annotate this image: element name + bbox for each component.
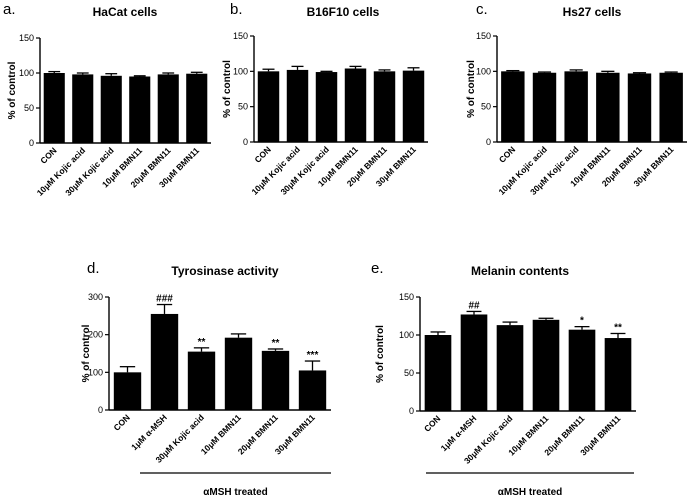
chart-title: HaCat cells <box>93 5 158 19</box>
x-tick-label: CON <box>252 144 272 164</box>
y-tick-label: 50 <box>481 102 491 112</box>
y-tick-label: 0 <box>98 405 103 415</box>
y-tick-label: 0 <box>409 406 414 416</box>
chart-panel-d: d. Tyrosinase activity 0 100 200 300 % of cont… <box>81 260 331 498</box>
bar <box>424 335 452 411</box>
bar <box>564 71 588 142</box>
panel-label: b. <box>230 1 243 18</box>
bar <box>496 325 524 411</box>
bar <box>224 337 253 410</box>
chart-title: Tyrosinase activity <box>171 264 278 278</box>
significance-label: ** <box>198 337 206 348</box>
bar <box>532 319 560 411</box>
significance-label: *** <box>307 350 319 361</box>
chart-title: B16F10 cells <box>307 5 380 19</box>
bar <box>129 76 151 143</box>
bar <box>460 314 488 411</box>
bar <box>43 73 65 143</box>
significance-label: ## <box>468 300 480 311</box>
treatment-label: αMSH treated <box>203 487 268 498</box>
y-tick-label: 100 <box>233 66 248 76</box>
y-tick-label: 150 <box>233 31 248 41</box>
bar <box>402 70 425 142</box>
bar <box>150 313 179 410</box>
panel-label: c. <box>476 1 488 18</box>
bar <box>604 338 632 411</box>
y-axis-label: % of control <box>7 61 18 119</box>
panel-label: d. <box>87 260 100 277</box>
y-tick-label: 200 <box>88 330 103 340</box>
significance-label: ### <box>156 294 173 305</box>
chart-title: Melanin contents <box>471 264 569 278</box>
significance-label: * <box>580 316 584 327</box>
y-axis-label: % of control <box>81 324 92 382</box>
y-tick-label: 150 <box>399 292 414 302</box>
bar <box>286 69 309 142</box>
y-tick-label: 300 <box>88 292 103 302</box>
panel-label: a. <box>3 1 16 18</box>
x-tick-label: CON <box>422 413 442 433</box>
treatment-label: αMSH treated <box>498 487 563 498</box>
y-tick-label: 50 <box>24 103 34 113</box>
bar <box>501 71 525 142</box>
bar <box>627 73 652 142</box>
chart-panel-e: e. Melanin contents 0 50 100 150 % of control C… <box>371 260 636 498</box>
bar <box>568 329 596 411</box>
y-axis-label: % of control <box>466 60 477 118</box>
y-tick-label: 100 <box>399 330 414 340</box>
bar <box>257 71 280 142</box>
bar <box>532 72 557 142</box>
y-tick-label: 100 <box>88 367 103 377</box>
bar <box>187 351 216 410</box>
y-tick-label: 0 <box>243 137 248 147</box>
y-tick-label: 50 <box>238 102 248 112</box>
bar <box>659 72 683 142</box>
panel-label: e. <box>371 260 384 277</box>
chart-title: Hs27 cells <box>563 5 622 19</box>
y-tick-label: 150 <box>476 31 491 41</box>
y-tick-label: 50 <box>404 368 414 378</box>
bar <box>261 350 290 410</box>
bar <box>344 68 367 142</box>
bar <box>113 372 142 410</box>
x-tick-label: CON <box>497 144 517 164</box>
significance-label: ** <box>272 338 280 349</box>
y-axis-label: % of control <box>375 325 386 383</box>
y-tick-label: 150 <box>19 33 34 43</box>
y-axis-label: % of control <box>222 60 233 118</box>
bar <box>596 72 620 142</box>
bar <box>72 74 94 143</box>
bar <box>157 74 179 143</box>
y-tick-label: 100 <box>476 66 491 76</box>
x-tick-label: 30μM BMN11 <box>273 412 317 456</box>
significance-label: ** <box>614 322 622 333</box>
bar <box>100 75 122 143</box>
bar <box>373 71 396 142</box>
bar <box>298 370 327 410</box>
bar <box>186 73 208 143</box>
x-tick-label: CON <box>38 145 58 165</box>
x-tick-label: CON <box>111 412 131 432</box>
y-tick-label: 0 <box>486 137 491 147</box>
y-tick-label: 0 <box>29 138 34 148</box>
bar <box>315 72 338 142</box>
y-tick-label: 100 <box>19 68 34 78</box>
x-tick-label: 1μM α-MSH <box>129 412 169 452</box>
